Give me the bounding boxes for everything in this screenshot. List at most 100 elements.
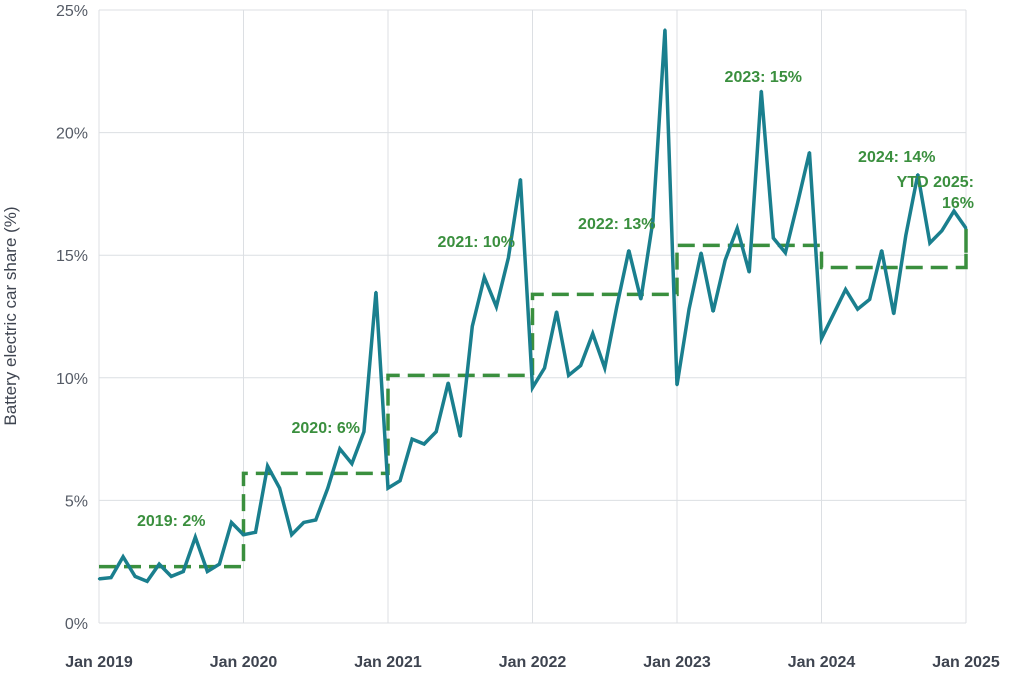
data-point	[97, 577, 101, 581]
data-point	[170, 575, 173, 578]
data-point	[952, 209, 956, 213]
data-point	[736, 227, 739, 230]
y-tick-label: 10%	[56, 371, 88, 388]
y-tick-label: 20%	[56, 126, 88, 143]
x-tick-label: Jan 2024	[788, 654, 856, 671]
data-point	[290, 533, 293, 536]
x-tick-label: Jan 2019	[65, 654, 133, 671]
annual-average-label-line: YTD 2025:	[897, 174, 974, 191]
annual-average-label: 2019: 2%	[137, 513, 206, 530]
data-point	[314, 518, 317, 522]
data-point	[182, 570, 185, 573]
data-point	[338, 447, 342, 451]
annual-average-labels: 2019: 2% 2020: 6% 2021: 10% 2022: 13% 2023: …	[137, 69, 974, 530]
data-point	[723, 258, 727, 262]
data-point	[302, 521, 305, 524]
data-point	[711, 310, 715, 313]
data-point	[796, 202, 799, 205]
data-point	[832, 312, 835, 316]
data-point	[615, 305, 618, 308]
data-point	[145, 580, 149, 583]
data-point	[748, 271, 751, 274]
x-tick-label: Jan 2021	[354, 654, 422, 671]
data-point	[386, 486, 390, 490]
data-point	[459, 435, 462, 438]
data-point	[422, 442, 426, 446]
x-axis-ticks: Jan 2019 Jan 2020 Jan 2021 Jan 2022 Jan 2023…	[65, 654, 1000, 671]
data-point	[856, 307, 859, 311]
y-axis-label: Battery electric car share (%)	[1, 206, 20, 425]
y-axis-ticks: 0% 5% 10% 15% 20% 25%	[56, 3, 88, 633]
data-point	[555, 310, 558, 313]
data-point	[964, 227, 968, 230]
data-point	[109, 576, 113, 579]
data-point	[940, 229, 944, 232]
data-point	[687, 307, 691, 311]
y-tick-label: 0%	[65, 616, 88, 633]
data-point	[639, 298, 643, 301]
data-point	[892, 312, 895, 316]
data-point	[483, 276, 486, 279]
annual-average-label: 2020: 6%	[292, 420, 361, 437]
data-point	[760, 89, 763, 93]
data-point	[579, 364, 582, 367]
data-point	[266, 464, 269, 468]
x-tick-label: Jan 2023	[643, 654, 711, 671]
data-point	[362, 430, 366, 433]
data-point	[868, 298, 871, 301]
data-point	[350, 462, 354, 465]
annual-average-label: YTD 2025: 16%	[897, 174, 974, 212]
data-point	[531, 386, 534, 389]
data-point	[158, 562, 161, 566]
y-tick-label: 15%	[56, 248, 88, 265]
data-point	[543, 366, 546, 370]
data-point	[254, 531, 257, 534]
data-point	[194, 535, 197, 539]
data-point	[471, 325, 474, 328]
data-point	[121, 555, 125, 558]
data-point	[591, 332, 594, 335]
annual-average-label: 2021: 10%	[438, 234, 515, 251]
data-point	[278, 486, 281, 490]
data-point	[507, 256, 510, 259]
data-point	[904, 234, 907, 237]
data-point	[928, 241, 932, 245]
data-point	[434, 430, 438, 433]
data-point	[675, 383, 679, 387]
y-tick-label: 5%	[65, 493, 88, 510]
annual-average-label: 2022: 13%	[578, 216, 655, 233]
data-point	[133, 575, 137, 578]
data-point	[447, 381, 450, 384]
data-point	[206, 570, 209, 573]
data-point	[627, 249, 631, 252]
monthly-series	[97, 28, 968, 584]
data-point	[663, 28, 667, 31]
y-tick-label: 25%	[56, 3, 88, 20]
x-tick-label: Jan 2020	[210, 654, 278, 671]
data-point	[784, 251, 787, 254]
data-point	[699, 251, 703, 254]
data-point	[326, 486, 329, 490]
data-point	[410, 437, 414, 441]
data-point	[230, 521, 233, 524]
data-point	[242, 533, 245, 536]
x-tick-label: Jan 2022	[499, 654, 567, 671]
data-point	[651, 219, 655, 223]
data-point	[519, 177, 522, 181]
data-point	[567, 374, 570, 377]
data-point	[820, 337, 823, 340]
annual-average-label: 2023: 15%	[725, 69, 802, 86]
data-point	[603, 366, 606, 370]
data-point	[880, 249, 883, 252]
x-tick-label: Jan 2025	[932, 654, 1000, 671]
data-point	[772, 236, 775, 240]
annual-average-label: 2024: 14%	[858, 149, 935, 166]
annual-average-label-line: 16%	[942, 195, 974, 212]
data-point	[844, 288, 847, 291]
data-point	[218, 562, 221, 566]
data-point	[495, 305, 498, 308]
data-point	[916, 173, 920, 176]
data-point	[374, 290, 378, 294]
data-point	[808, 151, 811, 154]
